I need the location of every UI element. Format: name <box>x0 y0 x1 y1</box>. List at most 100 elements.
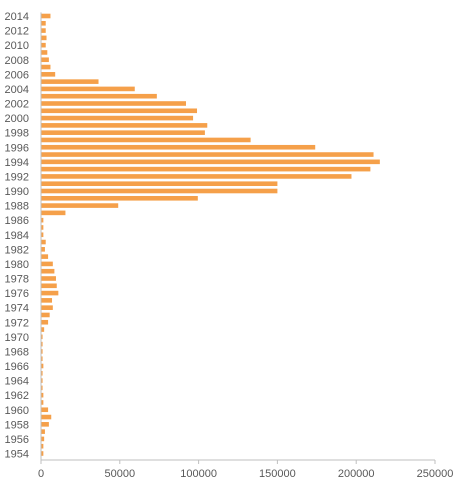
y-tick-label-2014: 2014 <box>5 11 29 23</box>
bar-1960 <box>41 407 49 413</box>
bar-1983 <box>41 239 46 245</box>
bar-1991 <box>41 181 278 187</box>
bar-2008 <box>41 57 49 63</box>
y-tick-label-1986: 1986 <box>5 215 29 227</box>
bar-1973 <box>41 312 50 318</box>
bar-1969 <box>41 341 43 347</box>
y-tick-label-1956: 1956 <box>5 434 29 446</box>
bar-1979 <box>41 268 55 274</box>
y-tick-label-1960: 1960 <box>5 405 29 417</box>
bar-1984 <box>41 232 44 238</box>
y-tick-label-1980: 1980 <box>5 259 29 271</box>
y-tick-label-2008: 2008 <box>5 55 29 67</box>
bar-1990 <box>41 188 278 194</box>
bar-2009 <box>41 50 48 55</box>
bar-1970 <box>41 334 43 340</box>
y-tick-label-1990: 1990 <box>5 186 29 198</box>
bar-2010 <box>41 42 46 48</box>
bar-1957 <box>41 429 45 434</box>
y-tick-label-1988: 1988 <box>5 201 29 213</box>
y-tick-label-1964: 1964 <box>5 376 29 388</box>
axis-layer <box>40 12 436 464</box>
bar-1986 <box>41 217 44 223</box>
x-tick-label-150000: 150000 <box>259 468 296 480</box>
bar-2005 <box>41 79 99 84</box>
y-tick-label-1958: 1958 <box>5 419 29 431</box>
bar-1972 <box>41 319 49 325</box>
bar-1982 <box>41 247 45 252</box>
y-tick-label-2004: 2004 <box>5 84 29 96</box>
y-tick-label-1998: 1998 <box>5 128 29 140</box>
x-tick-label-0: 0 <box>38 468 44 480</box>
bar-1987 <box>41 210 66 216</box>
bar-2007 <box>41 64 51 70</box>
bar-1995 <box>41 152 374 157</box>
x-tick-label-50000: 50000 <box>105 468 136 480</box>
y-tick-label-1982: 1982 <box>5 244 29 256</box>
y-tick-label-2006: 2006 <box>5 69 29 81</box>
x-tick-label-100000: 100000 <box>180 468 217 480</box>
y-tick-label-2000: 2000 <box>5 113 29 125</box>
y-tick-label-1970: 1970 <box>5 332 29 344</box>
bar-1981 <box>41 254 49 259</box>
bar-1998 <box>41 130 205 135</box>
bar-1992 <box>41 174 352 179</box>
bar-1985 <box>41 225 44 230</box>
bar-2000 <box>41 115 194 121</box>
bar-1977 <box>41 283 57 289</box>
bar-1978 <box>41 276 56 281</box>
bar-1964 <box>41 378 43 383</box>
bar-1959 <box>41 414 52 420</box>
bar-1962 <box>41 392 44 398</box>
bar-1966 <box>41 363 44 369</box>
y-tick-label-2012: 2012 <box>5 26 29 38</box>
bar-2006 <box>41 72 56 77</box>
bar-2013 <box>41 20 46 26</box>
bars-layer <box>41 13 380 456</box>
bar-1967 <box>41 356 43 362</box>
bar-1989 <box>41 195 198 201</box>
bar-1980 <box>41 261 53 267</box>
y-tick-label-1976: 1976 <box>5 288 29 300</box>
labels-layer: 1954 1956 1958 1960 1962 1964 1966 1968 1970 1972… <box>5 11 454 480</box>
y-tick-label-1984: 1984 <box>5 230 29 242</box>
bar-1965 <box>41 370 43 376</box>
y-tick-label-1968: 1968 <box>5 346 29 358</box>
y-tick-label-1972: 1972 <box>5 317 29 329</box>
bar-1956 <box>41 436 45 442</box>
y-tick-label-1966: 1966 <box>5 361 29 373</box>
bar-1971 <box>41 327 45 332</box>
bar-1968 <box>41 349 43 354</box>
x-tick-label-250000: 250000 <box>417 468 454 480</box>
bar-1997 <box>41 137 251 143</box>
y-tick-label-2010: 2010 <box>5 40 29 52</box>
bar-2004 <box>41 86 135 92</box>
bar-2014 <box>41 13 51 19</box>
y-tick-label-2002: 2002 <box>5 99 29 111</box>
bar-1976 <box>41 290 59 296</box>
y-tick-label-1954: 1954 <box>5 449 29 461</box>
bar-1974 <box>41 305 53 310</box>
bar-1963 <box>41 385 43 391</box>
bar-2001 <box>41 108 198 114</box>
bar-1994 <box>41 159 380 165</box>
bar-1993 <box>41 166 371 172</box>
x-tick-label-200000: 200000 <box>338 468 375 480</box>
bar-1955 <box>41 443 44 449</box>
bar-2002 <box>41 101 186 106</box>
bar-1996 <box>41 144 316 150</box>
bar-1988 <box>41 203 119 208</box>
y-tick-label-1974: 1974 <box>5 303 29 315</box>
bar-1975 <box>41 298 53 303</box>
bar-2003 <box>41 93 157 99</box>
bar-1961 <box>41 400 44 405</box>
bar-1954 <box>41 451 44 456</box>
y-tick-label-1978: 1978 <box>5 274 29 286</box>
y-tick-label-1992: 1992 <box>5 171 29 183</box>
y-tick-label-1996: 1996 <box>5 142 29 154</box>
bar-2011 <box>41 35 47 41</box>
y-tick-label-1994: 1994 <box>5 157 29 169</box>
bar-2012 <box>41 28 46 33</box>
